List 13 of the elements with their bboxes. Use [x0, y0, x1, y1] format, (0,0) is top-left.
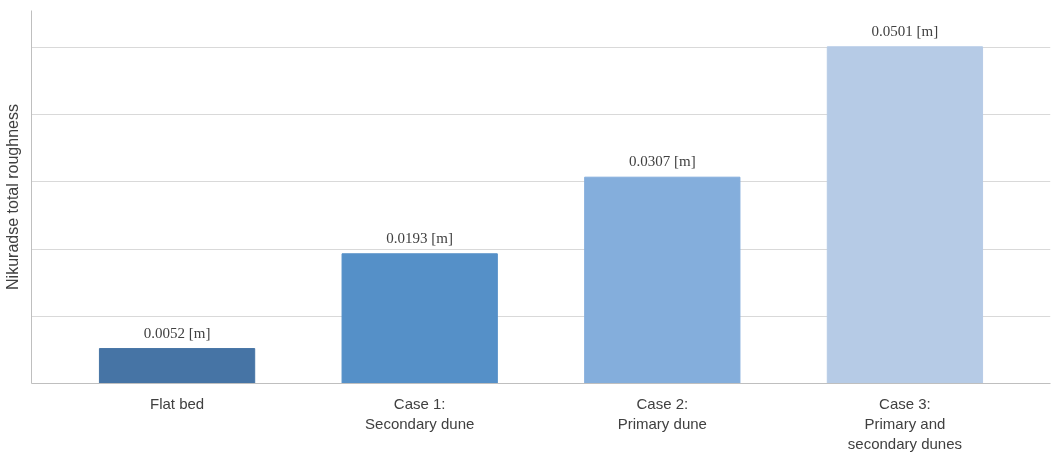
x-tick-label: Case 3: Primary and secondary dunes: [847, 394, 963, 453]
data-label: 0.0501 [m]: [871, 22, 939, 39]
x-tick-label: Case 2: Primary dune: [617, 394, 707, 432]
bar: [98, 348, 256, 384]
data-label: 0.0052 [m]: [143, 324, 211, 341]
bar: [584, 176, 741, 384]
data-label: 0.0307 [m]: [628, 153, 696, 170]
data-label: 0.0193 [m]: [386, 229, 454, 246]
bar: [341, 253, 498, 384]
x-tick-label: Case 1: Secondary dune: [365, 394, 475, 432]
x-tick-label: Flat bed: [149, 394, 205, 412]
y-axis-title: Nikuradse total roughness: [3, 104, 21, 290]
bar: [826, 46, 984, 384]
